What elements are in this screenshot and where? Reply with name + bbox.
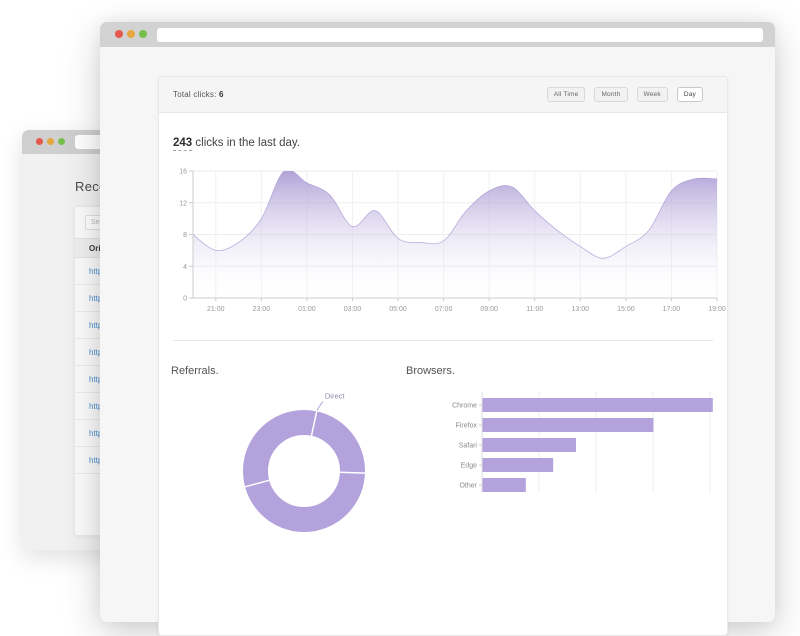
svg-text:17:00: 17:00 [663,306,681,313]
svg-text:15:00: 15:00 [617,306,635,313]
svg-text:11:00: 11:00 [526,306,543,313]
referrals-donut-chart: Direct [243,391,366,532]
total-clicks-label: Total clicks: [173,90,217,99]
svg-text:05:00: 05:00 [389,306,407,313]
minimize-button[interactable] [127,30,135,38]
filter-button-all-time[interactable]: All Time [546,87,586,102]
bar-label-other: Other [459,483,477,490]
svg-text:13:00: 13:00 [572,306,590,313]
close-button[interactable] [36,138,43,145]
clicks-area-chart: 0 4 8 12 16 21:00 23:00 01:00 03:00 05:00 07:00 09:… [179,169,726,314]
clicks-headline: 243 clicks in the last day. [173,137,300,151]
zoom-button[interactable] [139,30,147,38]
titlebar[interactable] [100,22,775,47]
total-clicks: Total clicks: 6 [173,90,224,99]
foreground-browser-window: Total clicks: 6 All Time Month Week Day 243… [100,22,775,636]
svg-text:21:00: 21:00 [207,306,225,313]
url-bar[interactable] [157,28,763,42]
zoom-button[interactable] [58,138,65,145]
bar-label-safari: Safari [459,443,478,450]
minimize-button[interactable] [47,138,54,145]
clicks-count: 243 [173,137,193,151]
section-divider [173,340,713,341]
bar-label-chrome: Chrome [452,403,477,410]
clicks-headline-text: clicks in the last day. [192,137,300,149]
svg-text:23:00: 23:00 [253,306,271,313]
svg-text:12: 12 [179,200,187,207]
svg-text:01:00: 01:00 [298,306,316,313]
svg-text:03:00: 03:00 [344,306,362,313]
time-filter-group: All Time Month Week Day [546,87,703,102]
svg-text:16: 16 [179,169,187,176]
card-header: Total clicks: 6 All Time Month Week Day [159,77,727,113]
svg-text:0: 0 [183,296,187,303]
svg-text:07:00: 07:00 [435,306,453,313]
close-button[interactable] [115,30,123,38]
browsers-title: Browsers. [406,365,455,377]
total-clicks-value: 6 [218,90,224,99]
bar-label-edge: Edge [461,463,477,470]
referrals-title: Referrals. [171,365,219,377]
donut-segment-label: Direct [325,391,346,400]
browsers-bar-chart: Chrome Firefox Safari Edge Other [452,392,713,492]
svg-text:19:00: 19:00 [708,306,726,313]
svg-text:8: 8 [183,232,187,239]
svg-text:4: 4 [183,264,187,271]
filter-button-day[interactable]: Day [676,87,703,102]
filter-button-month[interactable]: Month [594,87,628,102]
bar-label-firefox: Firefox [456,423,478,430]
analytics-card: Total clicks: 6 All Time Month Week Day 243… [158,76,728,636]
svg-text:09:00: 09:00 [480,306,498,313]
filter-button-week[interactable]: Week [636,87,668,102]
